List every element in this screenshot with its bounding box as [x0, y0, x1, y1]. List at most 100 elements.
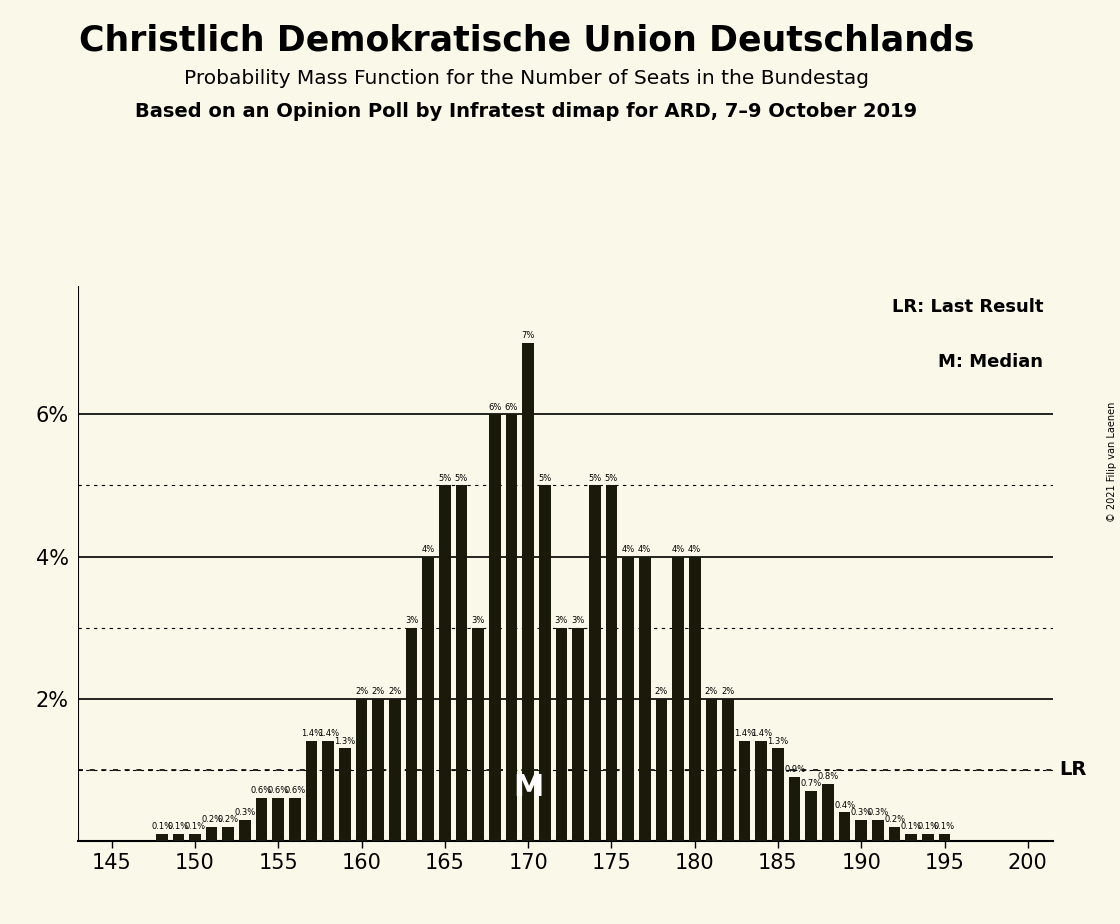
Text: 0.2%: 0.2% — [217, 815, 239, 824]
Bar — [372, 699, 384, 841]
Text: 2%: 2% — [721, 687, 735, 696]
Bar — [672, 556, 684, 841]
Bar — [206, 827, 217, 841]
Text: 3%: 3% — [554, 615, 568, 625]
Text: 5%: 5% — [538, 474, 551, 482]
Bar — [655, 699, 668, 841]
Bar — [623, 556, 634, 841]
Text: 1.4%: 1.4% — [318, 729, 339, 738]
Text: 1.4%: 1.4% — [734, 729, 755, 738]
Text: 7%: 7% — [522, 332, 535, 340]
Text: 0.2%: 0.2% — [884, 815, 905, 824]
Text: 5%: 5% — [438, 474, 451, 482]
Text: 2%: 2% — [655, 687, 668, 696]
Text: 0.6%: 0.6% — [268, 786, 289, 796]
Text: 1.3%: 1.3% — [767, 736, 788, 746]
Text: 0.6%: 0.6% — [284, 786, 306, 796]
Text: 0.3%: 0.3% — [850, 808, 871, 817]
Text: 1.4%: 1.4% — [301, 729, 323, 738]
Bar — [339, 748, 351, 841]
Bar — [556, 627, 567, 841]
Bar — [323, 741, 334, 841]
Bar — [839, 812, 850, 841]
Bar — [772, 748, 784, 841]
Text: 3%: 3% — [472, 615, 485, 625]
Bar — [589, 485, 600, 841]
Bar — [805, 791, 818, 841]
Bar — [356, 699, 367, 841]
Text: 5%: 5% — [455, 474, 468, 482]
Text: 0.1%: 0.1% — [917, 821, 939, 831]
Bar — [223, 827, 234, 841]
Bar — [505, 414, 517, 841]
Text: 6%: 6% — [488, 403, 502, 411]
Bar — [306, 741, 317, 841]
Text: 0.1%: 0.1% — [900, 821, 922, 831]
Bar — [473, 627, 484, 841]
Text: 0.6%: 0.6% — [251, 786, 272, 796]
Text: 0.9%: 0.9% — [784, 765, 805, 774]
Bar — [240, 820, 251, 841]
Bar — [905, 833, 917, 841]
Bar — [939, 833, 951, 841]
Text: 0.3%: 0.3% — [234, 808, 255, 817]
Text: 2%: 2% — [372, 687, 385, 696]
Text: 0.4%: 0.4% — [834, 800, 856, 809]
Text: 3%: 3% — [571, 615, 585, 625]
Bar — [522, 344, 534, 841]
Bar — [405, 627, 418, 841]
Text: 0.1%: 0.1% — [168, 821, 189, 831]
Text: 0.7%: 0.7% — [801, 779, 822, 788]
Bar — [539, 485, 551, 841]
Bar — [756, 741, 767, 841]
Text: 3%: 3% — [404, 615, 418, 625]
Text: 0.3%: 0.3% — [867, 808, 888, 817]
Bar — [172, 833, 184, 841]
Text: 0.1%: 0.1% — [151, 821, 172, 831]
Text: 1.3%: 1.3% — [334, 736, 355, 746]
Text: 2%: 2% — [389, 687, 401, 696]
Bar — [788, 777, 801, 841]
Bar — [289, 798, 301, 841]
Text: 4%: 4% — [671, 544, 684, 553]
Text: 4%: 4% — [688, 544, 701, 553]
Bar — [439, 485, 450, 841]
Bar — [822, 784, 833, 841]
Text: Probability Mass Function for the Number of Seats in the Bundestag: Probability Mass Function for the Number… — [184, 69, 869, 89]
Text: LR: Last Result: LR: Last Result — [892, 298, 1043, 315]
Bar — [872, 820, 884, 841]
Text: 4%: 4% — [622, 544, 635, 553]
Text: 5%: 5% — [588, 474, 601, 482]
Bar — [889, 827, 900, 841]
Bar — [422, 556, 435, 841]
Bar — [189, 833, 200, 841]
Bar — [572, 627, 584, 841]
Bar — [389, 699, 401, 841]
Text: Based on an Opinion Poll by Infratest dimap for ARD, 7–9 October 2019: Based on an Opinion Poll by Infratest di… — [136, 102, 917, 121]
Bar — [272, 798, 284, 841]
Text: LR: LR — [1060, 760, 1088, 779]
Text: 1.4%: 1.4% — [750, 729, 772, 738]
Text: 4%: 4% — [421, 544, 435, 553]
Bar — [706, 699, 717, 841]
Text: 0.1%: 0.1% — [185, 821, 206, 831]
Text: © 2021 Filip van Laenen: © 2021 Filip van Laenen — [1108, 402, 1117, 522]
Bar — [489, 414, 501, 841]
Text: M: Median: M: Median — [939, 353, 1043, 371]
Text: 2%: 2% — [704, 687, 718, 696]
Bar — [456, 485, 467, 841]
Text: Christlich Demokratische Union Deutschlands: Christlich Demokratische Union Deutschla… — [78, 23, 974, 57]
Bar — [255, 798, 268, 841]
Text: 2%: 2% — [355, 687, 368, 696]
Bar — [606, 485, 617, 841]
Bar — [156, 833, 168, 841]
Text: 5%: 5% — [605, 474, 618, 482]
Text: 0.8%: 0.8% — [818, 772, 839, 781]
Bar — [856, 820, 867, 841]
Text: 0.1%: 0.1% — [934, 821, 955, 831]
Bar — [722, 699, 734, 841]
Bar — [689, 556, 700, 841]
Text: 6%: 6% — [505, 403, 519, 411]
Text: M: M — [513, 772, 543, 802]
Bar — [739, 741, 750, 841]
